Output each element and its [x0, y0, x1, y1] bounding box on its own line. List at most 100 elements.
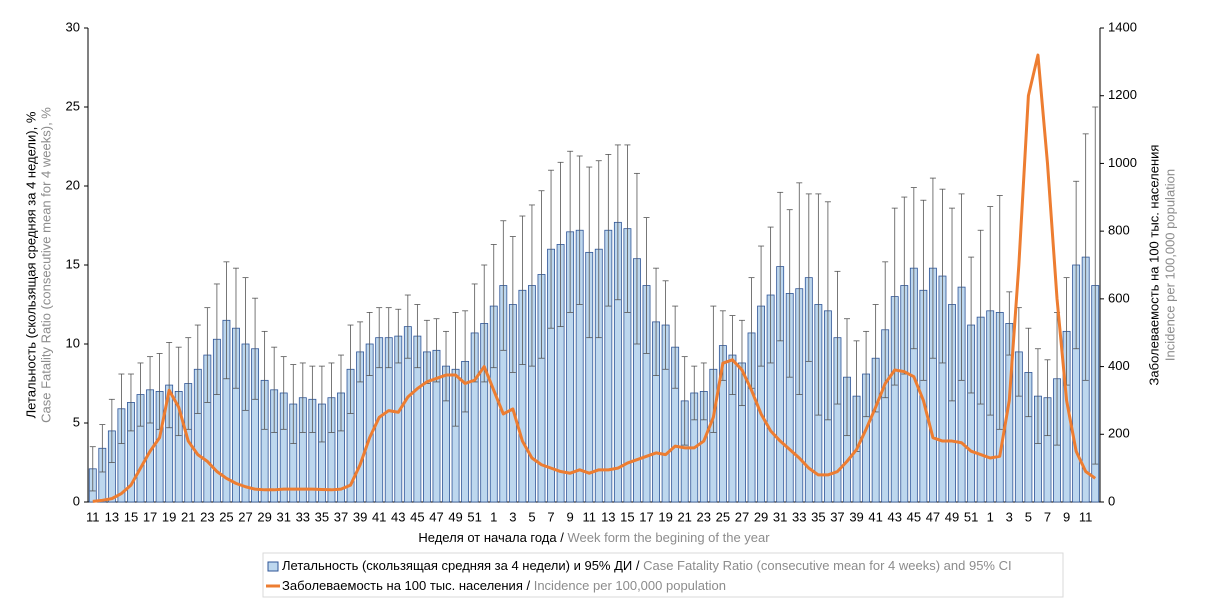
x-axis-title: Неделя от начала года / Week form the be… [418, 530, 770, 545]
x-tick-label: 45 [410, 509, 424, 524]
legend-label: Заболеваемость на 100 тыс. населения / [282, 578, 530, 593]
legend-box [262, 552, 1064, 598]
x-tick-label: 11 [582, 509, 596, 524]
y2-tick-label: 800 [1108, 223, 1130, 238]
error-bar [968, 256, 975, 394]
error-bar [271, 346, 278, 433]
error-bar [624, 144, 631, 313]
y2-tick-label: 1200 [1108, 87, 1137, 102]
x-tick-label: 41 [372, 509, 386, 524]
x-tick-label: 19 [162, 509, 176, 524]
x-tick-label: 17 [639, 509, 653, 524]
error-bar [213, 283, 220, 395]
error-bar [662, 280, 669, 370]
y2-tick-label: 400 [1108, 358, 1130, 373]
legend-label-en: Case Fatality Ratio (consecutive mean fo… [643, 558, 1012, 573]
error-bar [108, 398, 115, 463]
legend-entry: Летальность (скользящая средняя за 4 нед… [282, 558, 1012, 573]
x-tick-label: 29 [754, 509, 768, 524]
error-bar [939, 188, 946, 364]
error-bar [681, 356, 688, 446]
error-bar [758, 245, 765, 367]
error-bar [404, 294, 411, 359]
x-tick-label: 29 [257, 509, 271, 524]
error-bar [614, 144, 621, 301]
x-tick-label: 21 [677, 509, 691, 524]
x-tick-label: 9 [567, 509, 574, 524]
error-bar [452, 311, 459, 427]
x-tick-label: 11 [1079, 509, 1093, 524]
x-tick-label: 49 [945, 509, 959, 524]
y-tick-label: 10 [66, 335, 80, 350]
x-tick-label: 23 [697, 509, 711, 524]
error-bar [261, 330, 268, 430]
error-bar [242, 277, 249, 411]
error-bar [376, 307, 383, 369]
error-bar [729, 315, 736, 395]
x-tick-label: 1 [490, 509, 497, 524]
error-bar [949, 207, 956, 402]
error-bar [385, 307, 392, 369]
error-bar [805, 193, 812, 362]
error-bar [500, 220, 507, 351]
error-bar [118, 373, 125, 444]
y2-tick-label: 1000 [1108, 155, 1137, 170]
x-tick-label: 35 [811, 509, 825, 524]
x-tick-label: 11 [86, 509, 100, 524]
error-bar [462, 310, 469, 413]
x-tick-label: 21 [181, 509, 195, 524]
x-tick-label: 51 [467, 509, 481, 524]
error-bar [414, 304, 421, 369]
x-tick-label: 15 [124, 509, 138, 524]
error-bar [691, 365, 698, 421]
x-tick-label: 39 [849, 509, 863, 524]
error-bar [863, 330, 870, 418]
line [92, 53, 1097, 503]
error-bar [481, 264, 488, 383]
x-tick-label: 37 [830, 509, 844, 524]
y2-tick-label: 600 [1108, 290, 1130, 305]
x-tick-label: 13 [601, 509, 615, 524]
x-tick-label: 33 [792, 509, 806, 524]
error-bar [318, 365, 325, 443]
x-tick-label: 15 [620, 509, 634, 524]
y2-axis-title: Заболеваемость на 100 тыс. населения [1146, 145, 1161, 386]
error-bar [528, 204, 535, 367]
error-bar [786, 209, 793, 378]
error-bar [252, 297, 259, 400]
error-bar [987, 206, 994, 416]
x-tick-label: 27 [735, 509, 749, 524]
error-bar [1025, 327, 1032, 418]
y2-tick-label: 1400 [1108, 19, 1137, 34]
y-axis-title-en: Case Fatality Ratio (consecutive mean fo… [38, 107, 53, 423]
x-tick-label: 31 [773, 509, 787, 524]
y-tick-label: 20 [66, 177, 80, 192]
x-tick-label: 23 [200, 509, 214, 524]
error-bar [127, 373, 134, 432]
error-bar [490, 244, 497, 369]
x-tick-label: 45 [907, 509, 921, 524]
y-axis-title: Летальность (скользящая средняя за 4 нед… [23, 111, 38, 418]
legend-swatch-bar [267, 561, 279, 572]
error-bar [1034, 348, 1041, 444]
y2-axis-title-en: Incidence per 100,000 population [1162, 169, 1177, 361]
error-bar [595, 160, 602, 339]
x-tick-label: 3 [509, 509, 516, 524]
error-bar [137, 362, 144, 427]
error-bar [204, 307, 211, 403]
x-tick-label: 17 [143, 509, 157, 524]
x-tick-label: 3 [1006, 509, 1013, 524]
error-bar [844, 318, 850, 437]
y2-tick-label: 200 [1108, 426, 1130, 441]
x-tick-label: 47 [926, 509, 940, 524]
legend-label: Летальность (скользящая средняя за 4 нед… [282, 558, 640, 573]
error-bar [1082, 133, 1089, 381]
x-tick-label: 31 [276, 509, 290, 524]
y-tick-label: 0 [73, 493, 80, 508]
error-bar [586, 166, 593, 339]
error-bar [232, 267, 239, 389]
error-bar [1044, 359, 1051, 437]
x-tick-label: 7 [547, 509, 554, 524]
error-bar [767, 226, 774, 364]
